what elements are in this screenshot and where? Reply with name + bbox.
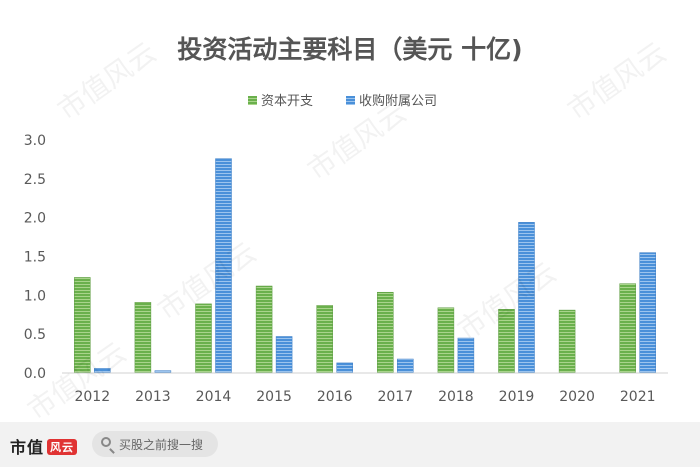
bar-capex — [498, 309, 515, 374]
bar-capex — [74, 277, 91, 374]
bar-acquisition — [639, 252, 656, 374]
brand-mark: 风云 — [47, 439, 78, 455]
brand-logo: 市值 风云 — [10, 434, 78, 458]
bar-acquisition — [457, 337, 475, 374]
y-tick-label: 0.0 — [24, 366, 46, 382]
legend-swatch — [346, 96, 355, 105]
bar-capex — [134, 302, 152, 374]
footer-bar: 市值 风云 买股之前搜一搜 — [0, 422, 700, 467]
y-tick-label: 1.5 — [24, 250, 46, 266]
y-axis: 0.0 0.5 1.0 1.5 2.0 2.5 3.0 — [24, 133, 46, 382]
y-tick-label: 0.5 — [24, 327, 46, 343]
chart-card: 投资活动主要科目（美元 十亿) 资本开支 收购附属公司 0.0 0.5 1.0 1.5 2… — [0, 0, 700, 427]
bar-acquisition — [215, 158, 232, 374]
bar-acquisition — [336, 362, 353, 374]
bar-acquisition — [518, 222, 535, 374]
chart: 投资活动主要科目（美元 十亿) 资本开支 收购附属公司 0.0 0.5 1.0 1.5 2… — [24, 35, 668, 405]
bar-capex — [437, 307, 455, 374]
legend-label: 收购附属公司 — [359, 93, 437, 109]
bar-acquisition — [94, 368, 111, 374]
x-tick-label: 2018 — [438, 389, 474, 405]
y-tick-label: 2.0 — [24, 211, 46, 227]
bar-capex — [195, 303, 212, 374]
search-bar[interactable]: 买股之前搜一搜 — [92, 431, 218, 457]
legend: 资本开支 收购附属公司 — [248, 93, 437, 109]
bars — [74, 158, 656, 374]
x-tick-label: 2015 — [256, 389, 292, 405]
x-axis: 2012 2013 2014 2015 2016 2017 2018 2019 2020 2021 — [62, 372, 668, 405]
bar-acquisition — [397, 358, 414, 374]
x-tick-label: 2013 — [135, 389, 171, 405]
x-tick-label: 2014 — [196, 389, 232, 405]
brand-name: 市值 — [10, 438, 45, 457]
search-placeholder: 买股之前搜一搜 — [119, 438, 204, 452]
bar-capex — [558, 309, 576, 374]
legend-label: 资本开支 — [261, 94, 313, 109]
x-tick-label: 2021 — [620, 389, 656, 405]
y-tick-label: 1.0 — [24, 288, 46, 304]
chart-title: 投资活动主要科目（美元 十亿) — [177, 35, 522, 64]
bar-capex — [619, 283, 636, 374]
search-icon — [101, 437, 111, 447]
bar-capex — [316, 305, 333, 374]
y-tick-label: 2.5 — [24, 172, 46, 188]
bar-capex — [255, 285, 273, 374]
x-tick-label: 2019 — [499, 389, 535, 405]
y-tick-label: 3.0 — [24, 133, 46, 149]
bar-acquisition — [275, 336, 293, 374]
x-tick-label: 2016 — [317, 389, 353, 405]
bar-capex — [377, 291, 394, 374]
x-tick-label: 2017 — [377, 389, 413, 405]
x-tick-label: 2012 — [74, 389, 110, 405]
legend-swatch — [248, 96, 257, 105]
x-tick-label: 2020 — [559, 389, 595, 405]
